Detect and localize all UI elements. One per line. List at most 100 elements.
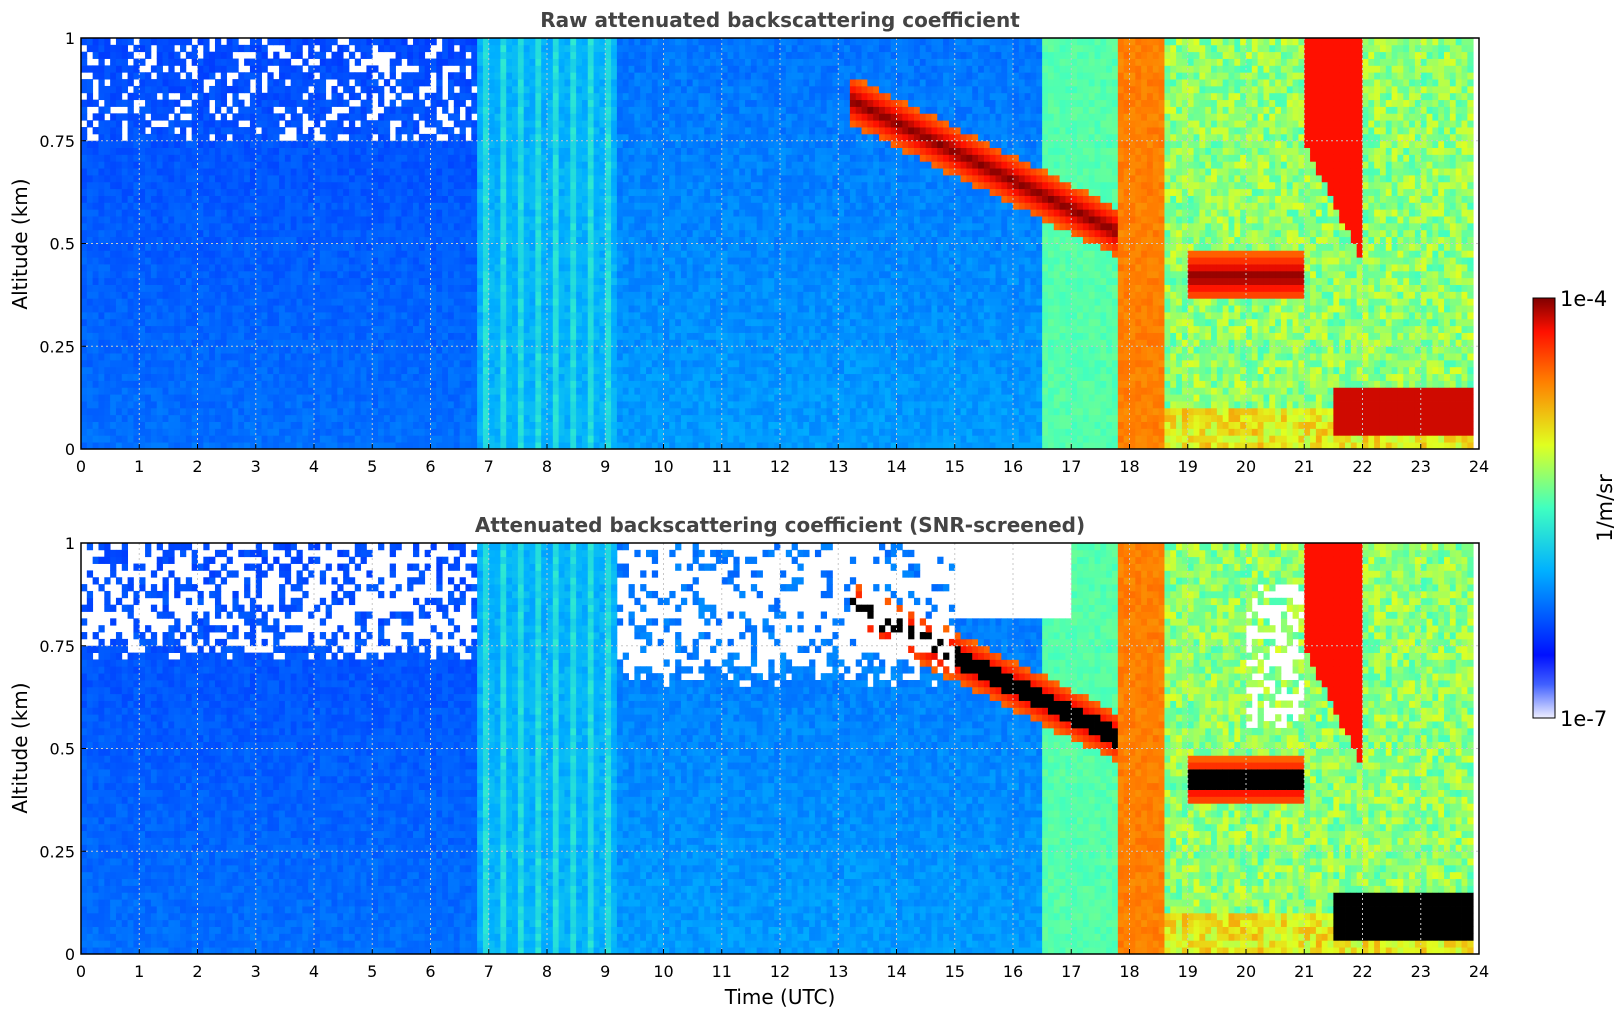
heatmap-cell bbox=[297, 52, 303, 59]
heatmap-cell bbox=[361, 141, 367, 148]
heatmap-cell bbox=[133, 93, 139, 100]
heatmap-cell bbox=[285, 86, 291, 93]
heatmap-cell bbox=[378, 298, 384, 305]
heatmap-cell bbox=[355, 175, 361, 182]
heatmap-cell bbox=[559, 38, 565, 45]
heatmap-cell bbox=[337, 59, 343, 66]
heatmap-cell bbox=[308, 298, 314, 305]
heatmap-cell bbox=[203, 45, 209, 52]
heatmap-cell bbox=[570, 271, 576, 278]
heatmap-cell bbox=[93, 72, 99, 79]
heatmap-cell bbox=[331, 435, 337, 442]
heatmap-cell bbox=[564, 305, 570, 312]
heatmap-cell bbox=[314, 244, 320, 251]
heatmap-cell bbox=[297, 196, 303, 203]
heatmap-cell bbox=[250, 100, 256, 107]
heatmap-cell bbox=[559, 264, 565, 271]
heatmap-cell bbox=[460, 326, 466, 333]
heatmap-cell bbox=[506, 113, 512, 120]
heatmap-cell bbox=[372, 291, 378, 298]
heatmap-cell bbox=[401, 107, 407, 114]
heatmap-cell bbox=[180, 271, 186, 278]
heatmap-cell bbox=[314, 168, 320, 175]
heatmap-cell bbox=[535, 216, 541, 223]
heatmap-cell bbox=[128, 271, 134, 278]
heatmap-cell bbox=[273, 175, 279, 182]
heatmap-cell bbox=[425, 141, 431, 148]
heatmap-cell bbox=[133, 422, 139, 429]
heatmap-cell bbox=[331, 59, 337, 66]
heatmap-cell bbox=[442, 381, 448, 388]
heatmap-cell bbox=[576, 196, 582, 203]
heatmap-cell bbox=[337, 278, 343, 285]
heatmap-cell bbox=[454, 113, 460, 120]
heatmap-cell bbox=[285, 59, 291, 66]
heatmap-cell bbox=[460, 154, 466, 161]
heatmap-cell bbox=[98, 175, 104, 182]
heatmap-cell bbox=[221, 52, 227, 59]
heatmap-cell bbox=[559, 257, 565, 264]
heatmap-cell bbox=[232, 120, 238, 127]
heatmap-cell bbox=[419, 387, 425, 394]
title-raw: Raw attenuated backscattering coefficien… bbox=[540, 8, 1020, 32]
heatmap-cell bbox=[337, 381, 343, 388]
heatmap-cell bbox=[227, 209, 233, 216]
heatmap-cell bbox=[180, 127, 186, 134]
heatmap-cell bbox=[267, 360, 273, 367]
heatmap-cell bbox=[186, 223, 192, 230]
heatmap-cell bbox=[518, 387, 524, 394]
heatmap-cell bbox=[413, 45, 419, 52]
heatmap-cell bbox=[331, 264, 337, 271]
heatmap-cell bbox=[460, 189, 466, 196]
heatmap-cell bbox=[343, 319, 349, 326]
heatmap-cell bbox=[570, 86, 576, 93]
heatmap-cell bbox=[471, 305, 477, 312]
heatmap-cell bbox=[547, 148, 553, 155]
heatmap-cell bbox=[384, 244, 390, 251]
heatmap-cell bbox=[570, 285, 576, 292]
heatmap-cell bbox=[559, 154, 565, 161]
heatmap-cell bbox=[227, 374, 233, 381]
heatmap-cell bbox=[168, 107, 174, 114]
heatmap-cell bbox=[244, 175, 250, 182]
heatmap-cell bbox=[180, 305, 186, 312]
heatmap-cell bbox=[267, 79, 273, 86]
heatmap-cell bbox=[419, 401, 425, 408]
heatmap-cell bbox=[541, 285, 547, 292]
heatmap-cell bbox=[198, 271, 204, 278]
heatmap-cell bbox=[256, 230, 262, 237]
heatmap-cell bbox=[378, 291, 384, 298]
heatmap-cell bbox=[221, 113, 227, 120]
heatmap-cell bbox=[203, 209, 209, 216]
heatmap-cell bbox=[401, 45, 407, 52]
heatmap-cell bbox=[168, 408, 174, 415]
heatmap-cell bbox=[168, 339, 174, 346]
heatmap-cell bbox=[98, 250, 104, 257]
heatmap-cell bbox=[244, 339, 250, 346]
heatmap-cell bbox=[524, 339, 530, 346]
heatmap-cell bbox=[320, 141, 326, 148]
heatmap-cell bbox=[221, 285, 227, 292]
heatmap-cell bbox=[541, 216, 547, 223]
heatmap-cell bbox=[541, 264, 547, 271]
heatmap-cell bbox=[110, 264, 116, 271]
heatmap-cell bbox=[366, 333, 372, 340]
heatmap-cell bbox=[180, 408, 186, 415]
heatmap-cell bbox=[477, 202, 483, 209]
heatmap-cell bbox=[530, 257, 536, 264]
heatmap-cell bbox=[308, 360, 314, 367]
heatmap-cell bbox=[401, 408, 407, 415]
heatmap-cell bbox=[151, 435, 157, 442]
heatmap-cell bbox=[518, 216, 524, 223]
heatmap-cell bbox=[343, 271, 349, 278]
heatmap-cell bbox=[151, 209, 157, 216]
heatmap-cell bbox=[489, 394, 495, 401]
heatmap-cell bbox=[215, 333, 221, 340]
heatmap-cell bbox=[87, 291, 93, 298]
heatmap-cell bbox=[413, 79, 419, 86]
heatmap-cell bbox=[104, 353, 110, 360]
heatmap-cell bbox=[267, 134, 273, 141]
heatmap-cell bbox=[483, 59, 489, 66]
heatmap-cell bbox=[524, 271, 530, 278]
heatmap-cell bbox=[145, 223, 151, 230]
